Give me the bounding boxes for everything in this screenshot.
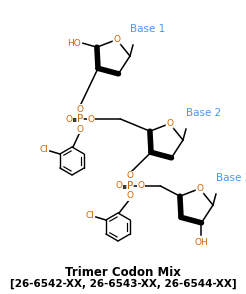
Text: O: O [166, 119, 173, 128]
Text: Base 2: Base 2 [186, 108, 222, 118]
Text: Cl: Cl [39, 146, 48, 155]
Text: O: O [88, 114, 94, 123]
Text: [26-6542-XX, 26-6543-XX, 26-6544-XX]: [26-6542-XX, 26-6543-XX, 26-6544-XX] [10, 279, 236, 289]
Text: P: P [127, 181, 133, 191]
Text: Cl: Cl [85, 211, 94, 220]
Text: O: O [126, 171, 134, 181]
Text: O: O [113, 35, 120, 44]
Text: OH: OH [195, 238, 208, 247]
Text: O: O [138, 181, 144, 191]
Text: O: O [65, 114, 73, 123]
Text: P: P [77, 114, 83, 124]
Text: O: O [116, 181, 123, 191]
Text: Base 3: Base 3 [216, 173, 246, 183]
Text: O: O [196, 184, 203, 193]
Text: HO: HO [67, 39, 81, 48]
Text: O: O [77, 104, 83, 113]
Text: O: O [126, 191, 134, 201]
Text: O: O [77, 124, 83, 133]
Text: Trimer Codon Mix: Trimer Codon Mix [65, 265, 181, 278]
Text: Base 1: Base 1 [130, 24, 166, 34]
